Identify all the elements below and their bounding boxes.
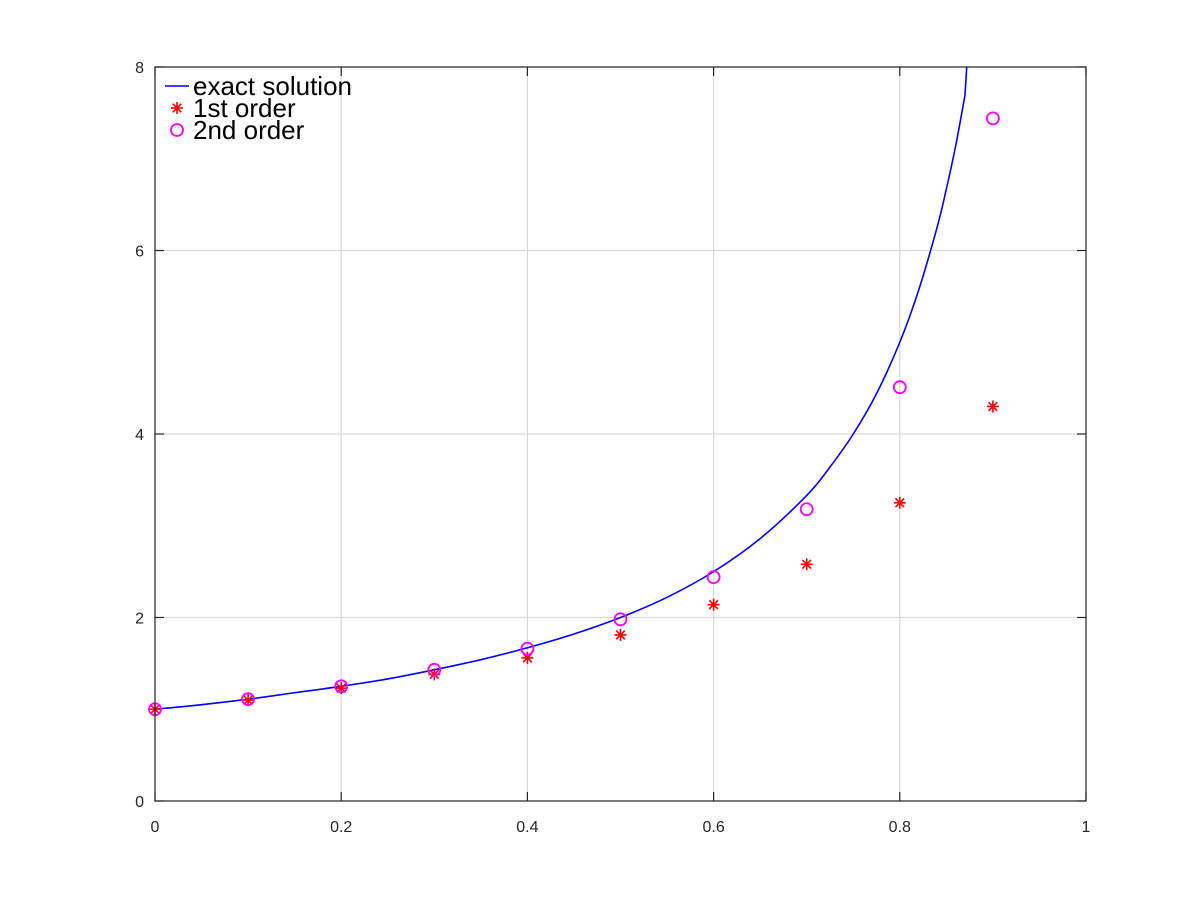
x-tick-label: 1 (1082, 819, 1091, 836)
data-point-2nd-order (706, 570, 721, 585)
data-point-2nd-order (334, 679, 349, 694)
legend-swatch-1st-order (171, 102, 183, 114)
data-point-1st-order (707, 598, 720, 611)
data-point-1st-order (986, 400, 999, 413)
data-point-2nd-order (986, 111, 1000, 126)
data-point-2nd-order (613, 612, 628, 627)
axes: 0 0.2 0.4 0.6 0.8 1 0 2 4 6 8 (135, 60, 1090, 836)
data-point-2nd-order (892, 380, 907, 395)
data-point-2nd-order (241, 692, 256, 707)
legend-label: 2nd order (193, 115, 305, 145)
x-tick-label: 0.4 (516, 819, 538, 836)
x-tick-label: 0.2 (330, 819, 352, 836)
y-tick-label: 0 (135, 794, 144, 811)
legend-label: 1st order (193, 93, 296, 123)
legend-label: exact solution (193, 71, 352, 101)
data-point-2nd-order (799, 502, 814, 517)
data-point-1st-order (800, 558, 813, 571)
y-tick-label: 2 (135, 611, 144, 628)
plot-area (148, 67, 1000, 717)
y-tick-label: 4 (135, 427, 144, 444)
data-point-2nd-order (520, 641, 535, 656)
x-tick-label: 0.8 (889, 819, 911, 836)
legend-swatch-2nd-order (170, 123, 184, 137)
data-point-1st-order (893, 496, 906, 509)
y-tick-label: 8 (135, 60, 144, 77)
x-tick-label: 0.6 (702, 819, 724, 836)
data-point-1st-order (614, 628, 627, 641)
y-tick-label: 6 (135, 244, 144, 261)
data-point-2nd-order (427, 662, 442, 677)
x-tick-label: 0 (151, 819, 160, 836)
data-point-1st-order (242, 694, 255, 707)
